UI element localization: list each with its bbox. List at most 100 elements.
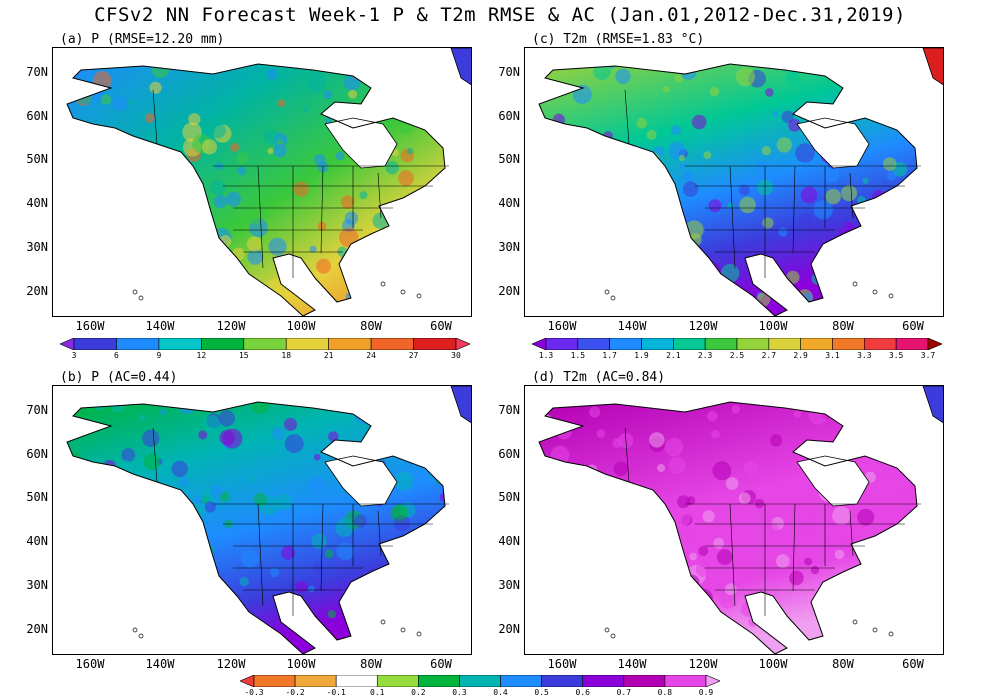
field-cell: [679, 163, 686, 170]
field-cell: [73, 540, 83, 551]
field-cell: [365, 433, 375, 443]
field-cell: [316, 57, 323, 64]
colorbar-segment: [376, 675, 419, 687]
colorbar-segment: [418, 675, 460, 687]
field-cell: [894, 637, 904, 646]
island: [138, 295, 144, 301]
field-cell: [812, 102, 827, 117]
field-cell: [626, 482, 643, 498]
colorbar-segment: [253, 675, 296, 687]
lon-tick-label: 80W: [360, 657, 382, 671]
field-cell: [340, 195, 355, 209]
island: [610, 633, 616, 639]
lon-tick-label: 80W: [832, 319, 854, 333]
field-cell: [354, 292, 374, 312]
field-cell: [306, 73, 327, 93]
field-cell: [284, 434, 304, 454]
island: [852, 281, 858, 287]
field-cell: [383, 612, 398, 627]
field-cell: [266, 68, 278, 80]
field-cell: [67, 248, 84, 267]
field-cell: [668, 457, 686, 474]
field-cell: [873, 582, 885, 594]
field-cell: [161, 505, 171, 515]
field-cell: [575, 560, 583, 569]
field-cell: [147, 156, 161, 170]
island: [888, 631, 894, 637]
field-cell: [566, 133, 573, 140]
map-panel-c: [524, 47, 944, 317]
field-cell: [178, 476, 189, 487]
field-cell: [80, 244, 88, 252]
field-cell: [226, 191, 241, 207]
lat-tick-label: 40N: [26, 196, 48, 210]
field-cell: [89, 600, 96, 607]
field-cell: [580, 610, 590, 620]
field-cell: [125, 528, 143, 546]
colorbar-tick-label: 1.9: [634, 351, 649, 360]
lat-tick-label: 50N: [498, 152, 520, 166]
field-cell: [210, 122, 226, 139]
field-cell: [152, 208, 159, 215]
field-cell: [328, 431, 339, 442]
lon-tick-label: 100W: [758, 657, 788, 671]
field-cell: [396, 254, 416, 274]
colorbar-tick-label: 1.3: [538, 351, 554, 360]
field-cell: [922, 188, 928, 194]
lon-tick-label: 140W: [617, 657, 647, 671]
field-cell: [429, 471, 437, 479]
field-cell: [316, 258, 332, 274]
field-cell: [67, 129, 71, 141]
field-cell: [359, 191, 368, 200]
field-cell: [679, 228, 687, 236]
field-cell: [133, 193, 141, 201]
colorbar-segment: [895, 338, 929, 350]
field-cell: [166, 169, 183, 186]
field-cell: [795, 518, 813, 536]
field-cell: [832, 259, 843, 270]
field-cell: [696, 271, 707, 281]
lat-tick-label: 30N: [498, 578, 520, 592]
political-borders: [152, 89, 449, 278]
field-cell: [651, 297, 661, 307]
lat-tick-label: 70N: [498, 65, 520, 79]
field-cell: [593, 175, 602, 184]
field-cell: [602, 546, 615, 558]
field-cell: [849, 282, 858, 292]
colorbar-tick-label: 18: [281, 351, 292, 360]
coastline: [538, 401, 918, 654]
field-cell: [267, 147, 274, 155]
lon-tick-label: 80W: [360, 319, 382, 333]
colorbar-t2m-rmse: [532, 338, 942, 350]
map-panel-a: [52, 47, 472, 317]
colorbar-tick-label: 27: [408, 351, 419, 360]
field-cell: [808, 405, 828, 425]
field-cell: [665, 634, 672, 642]
island: [852, 619, 858, 625]
field-cell: [857, 73, 873, 90]
field-cell: [624, 505, 644, 525]
field-cell: [682, 181, 699, 197]
greenland-edge: [922, 386, 943, 424]
field-cell: [385, 161, 399, 175]
field-cell: [770, 434, 783, 447]
colorbar-tick-label: 1.7: [602, 351, 617, 360]
field-cell: [799, 213, 813, 227]
field-cell: [811, 273, 823, 285]
field-cell: [311, 533, 327, 549]
field-cell: [595, 236, 616, 256]
field-cell: [324, 549, 334, 559]
map-a-svg: [66, 48, 471, 316]
field-cell: [634, 266, 647, 280]
field-cell: [344, 74, 361, 91]
island: [132, 289, 138, 295]
field-cell: [269, 567, 280, 578]
field-cell: [840, 185, 858, 202]
field-cell: [711, 429, 720, 439]
colorbar-segment: [243, 338, 287, 350]
colorbar-end-low: [532, 338, 547, 350]
island: [610, 295, 616, 301]
field-cell: [67, 146, 76, 165]
field-cell: [756, 161, 770, 175]
field-cell: [712, 461, 732, 481]
